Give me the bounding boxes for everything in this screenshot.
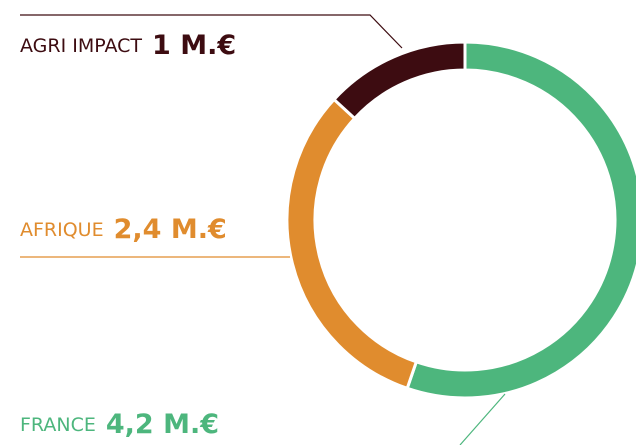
donut-segment [285, 97, 419, 391]
leader-line [459, 393, 506, 445]
donut-segment [405, 40, 636, 400]
value-label: 1 M.€ [152, 30, 236, 61]
segment-label: AFRIQUE 2,4 M.€ [20, 214, 227, 245]
category-label: AFRIQUE [20, 219, 104, 241]
value-label: 2,4 M.€ [114, 214, 227, 245]
donut-segment [331, 40, 467, 121]
segment-label: FRANCE 4,2 M.€ [20, 409, 219, 440]
segment-label: AGRI IMPACT 1 M.€ [20, 30, 236, 61]
leader-line [20, 14, 403, 49]
category-label: AGRI IMPACT [20, 35, 142, 57]
category-label: FRANCE [20, 414, 96, 436]
value-label: 4,2 M.€ [106, 409, 219, 440]
